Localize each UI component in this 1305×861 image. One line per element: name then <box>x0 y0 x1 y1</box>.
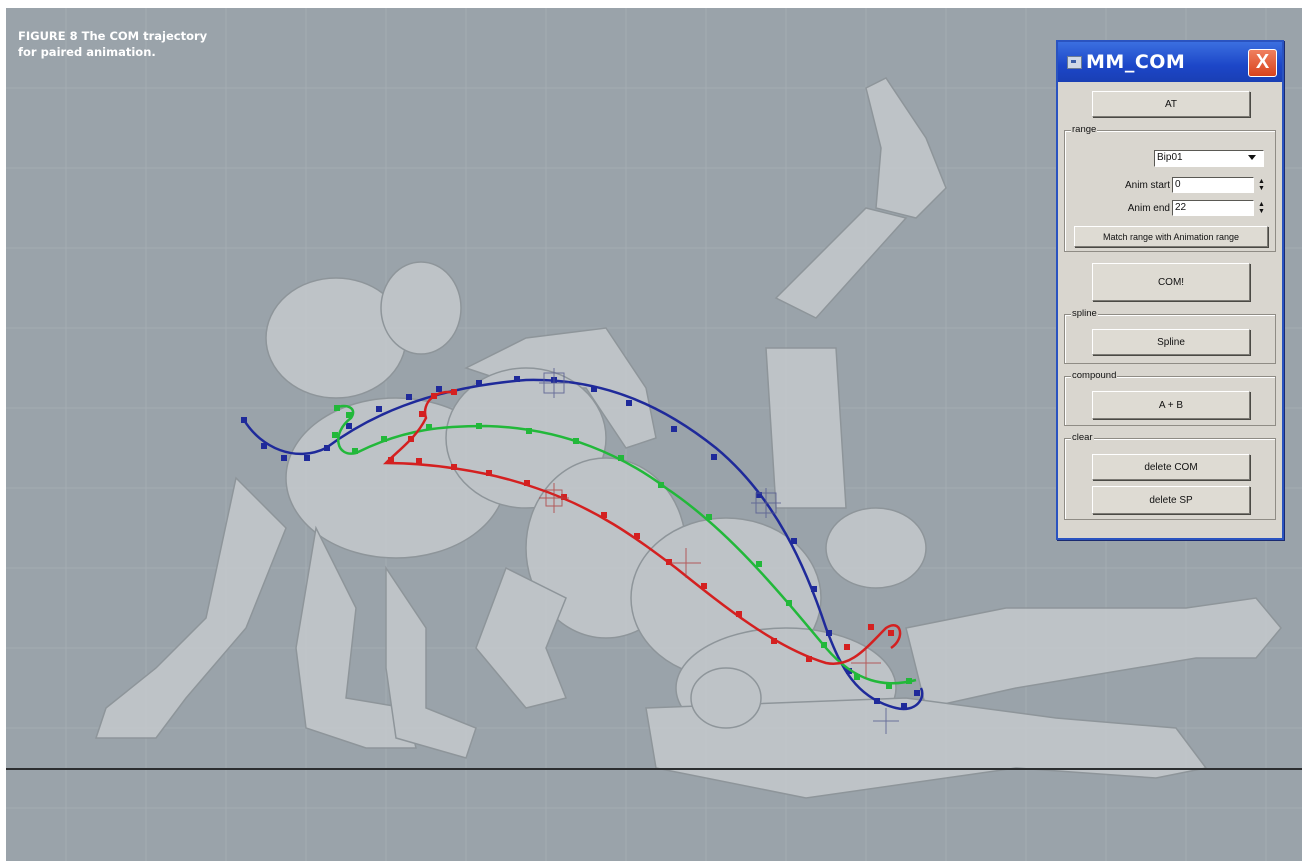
anim-start-spinner[interactable]: ▲ ▼ <box>1258 178 1265 192</box>
red-com-trajectory <box>382 389 902 666</box>
dialog-titlebar[interactable]: MM_COM X <box>1058 42 1282 82</box>
dialog-title: MM_COM <box>1086 51 1186 73</box>
range-group-label: range <box>1071 124 1098 136</box>
pivot-markers-red <box>539 483 881 678</box>
node-select[interactable]: Bip01 <box>1154 150 1264 167</box>
at-button[interactable]: AT <box>1092 91 1250 117</box>
delete-sp-button[interactable]: delete SP <box>1092 486 1250 514</box>
anim-start-field[interactable]: 0 <box>1172 177 1254 193</box>
anim-end-spinner[interactable]: ▲ ▼ <box>1258 201 1265 215</box>
clear-group-label: clear <box>1071 432 1094 444</box>
green-com-trajectory <box>332 404 917 689</box>
spline-group: spline <box>1064 308 1276 364</box>
node-select-value: Bip01 <box>1157 152 1183 163</box>
pivot-markers <box>539 368 899 734</box>
anim-end-label: Anim end <box>1127 203 1170 214</box>
caption-line-2: for paired animation. <box>18 45 156 59</box>
anim-end-field[interactable]: 22 <box>1172 200 1254 216</box>
anim-start-label: Anim start <box>1124 180 1170 191</box>
delete-com-button[interactable]: delete COM <box>1092 454 1250 480</box>
compound-group-label: compound <box>1071 370 1118 382</box>
range-group: range <box>1064 124 1276 252</box>
chevron-down-icon[interactable] <box>1248 155 1256 160</box>
compound-button[interactable]: A + B <box>1092 391 1250 419</box>
compound-group: compound <box>1064 370 1276 426</box>
match-range-button[interactable]: Match range with Animation range <box>1074 226 1268 247</box>
spline-button[interactable]: Spline <box>1092 329 1250 355</box>
clear-group: clear <box>1064 432 1276 520</box>
com-button[interactable]: COM! <box>1092 263 1250 301</box>
caption-line-1: FIGURE 8 The COM trajectory <box>18 29 208 43</box>
figure-caption: FIGURE 8 The COM trajectory for paired a… <box>18 28 207 60</box>
window-icon <box>1067 56 1082 69</box>
mm-com-dialog: MM_COM X AT range Bip01 Anim start 0 ▲ ▼ … <box>1056 40 1284 540</box>
spline-group-label: spline <box>1071 308 1098 320</box>
figure-silhouettes <box>94 77 1282 799</box>
close-icon[interactable]: X <box>1248 49 1277 77</box>
